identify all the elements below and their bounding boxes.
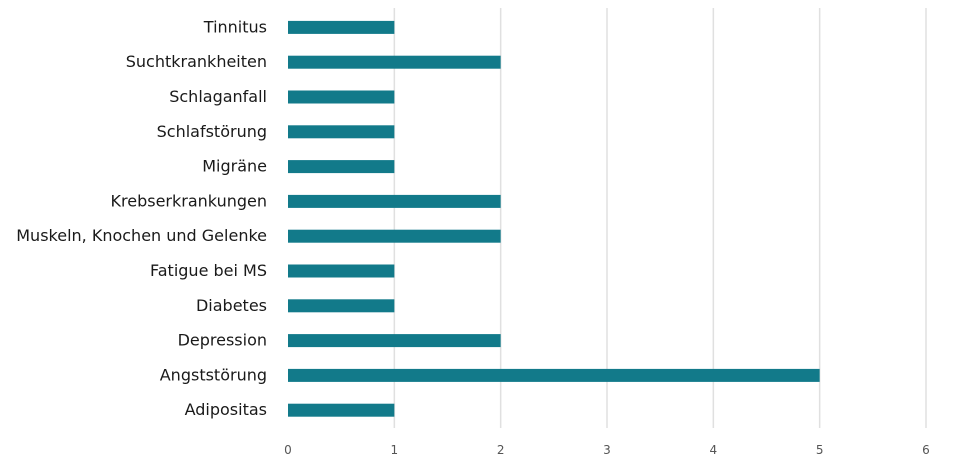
category-labels: Tinnitus Suchtkrankheiten Schlaganfall Schl… xyxy=(16,17,267,419)
grid-lines xyxy=(393,8,927,428)
category-label-2: Schlaganfall xyxy=(169,87,267,106)
bars xyxy=(288,20,820,417)
x-tick-label-3: 3 xyxy=(603,443,611,457)
category-label-4: Migräne xyxy=(202,157,267,176)
bar-7[interactable] xyxy=(288,264,395,278)
x-tick-label-0: 0 xyxy=(284,443,292,457)
category-label-6: Muskeln, Knochen und Gelenke xyxy=(16,226,267,245)
category-label-1: Suchtkrankheiten xyxy=(126,52,267,71)
bar-2[interactable] xyxy=(288,90,395,104)
bar-5[interactable] xyxy=(288,194,501,208)
bar-10[interactable] xyxy=(288,368,820,382)
bar-4[interactable] xyxy=(288,160,395,174)
bar-8[interactable] xyxy=(288,299,395,313)
x-tick-label-1: 1 xyxy=(391,443,399,457)
bar-9[interactable] xyxy=(288,334,501,348)
category-label-9: Depression xyxy=(178,331,267,350)
bar-11[interactable] xyxy=(288,403,395,417)
bar-3[interactable] xyxy=(288,125,395,139)
category-label-5: Krebserkrankungen xyxy=(111,191,267,210)
category-label-7: Fatigue bei MS xyxy=(150,261,267,280)
bar-6[interactable] xyxy=(288,229,501,243)
x-tick-label-2: 2 xyxy=(497,443,505,457)
category-label-8: Diabetes xyxy=(196,296,267,315)
x-tick-label-6: 6 xyxy=(922,443,930,457)
x-tick-label-4: 4 xyxy=(710,443,718,457)
category-label-3: Schlafstörung xyxy=(157,122,267,141)
category-label-10: Angststörung xyxy=(160,365,267,384)
x-tick-label-5: 5 xyxy=(816,443,824,457)
x-axis-tick-labels: 0 1 2 3 4 5 6 xyxy=(284,443,930,457)
bar-0[interactable] xyxy=(288,20,395,34)
bar-1[interactable] xyxy=(288,55,501,69)
category-label-0: Tinnitus xyxy=(203,17,267,36)
category-label-11: Adipositas xyxy=(185,400,267,419)
